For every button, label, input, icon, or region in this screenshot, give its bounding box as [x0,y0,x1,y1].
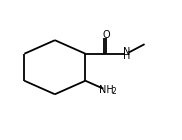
Text: NH: NH [99,85,114,95]
Text: N: N [123,47,131,57]
Text: 2: 2 [112,87,117,96]
Text: H: H [123,51,131,61]
Text: O: O [102,30,110,40]
